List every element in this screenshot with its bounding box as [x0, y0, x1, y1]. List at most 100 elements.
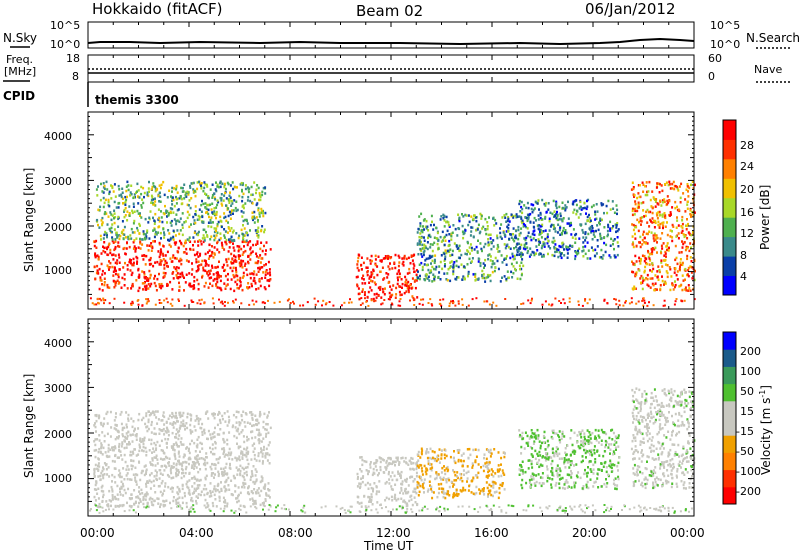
power-cell-5 — [666, 202, 669, 206]
velocity-cell-0 — [242, 504, 245, 508]
velocity-cell-1 — [361, 480, 364, 484]
power-cell-2 — [397, 278, 399, 282]
power-cell-5 — [645, 257, 648, 261]
power-cell-1 — [238, 194, 241, 198]
power-cell-0 — [183, 276, 185, 279]
velocity-cell-0 — [248, 492, 251, 496]
velocity-cell-0 — [260, 475, 263, 478]
power-cell-4 — [546, 235, 549, 239]
power-cell-0 — [106, 253, 109, 256]
power-cell-5 — [664, 258, 667, 262]
power-cell-5 — [655, 186, 658, 189]
velocity-cell-0 — [222, 496, 225, 500]
power-cell-0 — [209, 269, 212, 272]
velocity-cell-0 — [102, 467, 105, 471]
velocity-cell-0 — [251, 497, 254, 500]
power-cell-3 — [425, 227, 428, 230]
velocity-cell-1 — [400, 489, 403, 492]
power-cell-1 — [150, 198, 153, 202]
velocity-cell-0 — [255, 428, 258, 431]
power-cell-2 — [410, 287, 413, 290]
power-cell-4 — [609, 227, 612, 230]
power-cell-4 — [603, 211, 605, 215]
power-cell-3 — [486, 221, 489, 224]
velocity-cell-0 — [259, 410, 262, 414]
velocity-cell-2 — [424, 470, 427, 473]
power-cell-1 — [112, 190, 115, 193]
power-cell-2 — [366, 273, 369, 277]
velocity-cell-0 — [230, 451, 233, 454]
velocity-cell-0 — [107, 466, 110, 469]
velocity-cell-0 — [239, 445, 242, 448]
power-cell-0 — [235, 260, 237, 263]
power-cell-0 — [149, 273, 152, 277]
power-cell-3 — [447, 223, 450, 227]
power-cell-1 — [205, 230, 207, 234]
power-cell-0 — [112, 274, 115, 277]
velocity-cell-1 — [376, 473, 379, 477]
power-ground-cell — [113, 297, 116, 300]
velocity-cell-0 — [260, 450, 263, 454]
power-cell-3 — [442, 217, 445, 220]
velocity-cell-0 — [175, 467, 178, 471]
power-cell-1 — [251, 216, 254, 220]
power-cell-0 — [103, 272, 106, 275]
power-cell-5 — [667, 249, 670, 252]
power-cell-1 — [174, 234, 177, 237]
power-ground-cell — [624, 301, 627, 304]
power-cell-1 — [137, 189, 140, 192]
power-ground-cell — [504, 298, 507, 300]
velocity-cell-0 — [209, 465, 212, 469]
power-cell-1 — [253, 210, 256, 214]
power-cell-5 — [687, 274, 690, 278]
power-cell-3 — [515, 245, 517, 249]
power-cell-4 — [533, 207, 536, 210]
power-cell-3 — [484, 258, 487, 262]
velocity-cell-0 — [260, 489, 263, 493]
power-cell-4 — [563, 248, 565, 251]
power-cell-4 — [576, 210, 579, 213]
velocity-cell-0 — [181, 501, 184, 505]
power-cell-4 — [561, 201, 564, 204]
power-cell-1 — [213, 238, 216, 242]
velocity-cell-1 — [401, 483, 404, 486]
power-cell-0 — [114, 240, 117, 243]
power-cell-5 — [638, 241, 641, 244]
power-ground-cell — [145, 298, 148, 301]
power-cell-1 — [260, 207, 263, 211]
velocity-cell-0 — [94, 414, 97, 417]
power-cell-4 — [553, 214, 556, 218]
power-cell-5 — [677, 237, 680, 240]
velocity-cell-0 — [134, 479, 137, 482]
power-cell-1 — [145, 237, 148, 240]
velocity-cell-2 — [444, 492, 447, 495]
velocity-cell-1 — [357, 476, 359, 479]
power-cell-1 — [113, 209, 116, 212]
power-cell-0 — [239, 264, 242, 268]
power-cell-0 — [230, 278, 233, 281]
power-ground-cell — [232, 301, 235, 304]
power-cell-5 — [665, 245, 668, 248]
power-cell-4 — [566, 256, 569, 259]
power-cell-4 — [589, 228, 592, 231]
power-cell-4 — [558, 251, 561, 254]
power-cell-3 — [440, 215, 443, 218]
power-cell-1 — [243, 227, 246, 230]
power-cell-5 — [680, 251, 683, 254]
velocity-cell-0 — [210, 472, 213, 475]
velocity-cell-0 — [226, 505, 229, 508]
velocity-cell-2 — [422, 481, 425, 485]
power-cell-3 — [430, 270, 433, 274]
power-cell-1 — [159, 231, 162, 235]
velocity-cell-0 — [104, 451, 107, 454]
power-cell-4 — [595, 217, 598, 220]
power-cell-1 — [103, 212, 106, 216]
velocity-cell-0 — [138, 486, 141, 489]
power-ground-cell — [191, 301, 194, 303]
velocity-cell-0 — [234, 484, 237, 487]
velocity-cell-0 — [217, 474, 220, 478]
velocity-cell-0 — [98, 465, 101, 468]
velocity-cell-0 — [157, 497, 160, 501]
velocity-cell-2 — [477, 471, 480, 475]
power-cell-4 — [531, 250, 534, 254]
